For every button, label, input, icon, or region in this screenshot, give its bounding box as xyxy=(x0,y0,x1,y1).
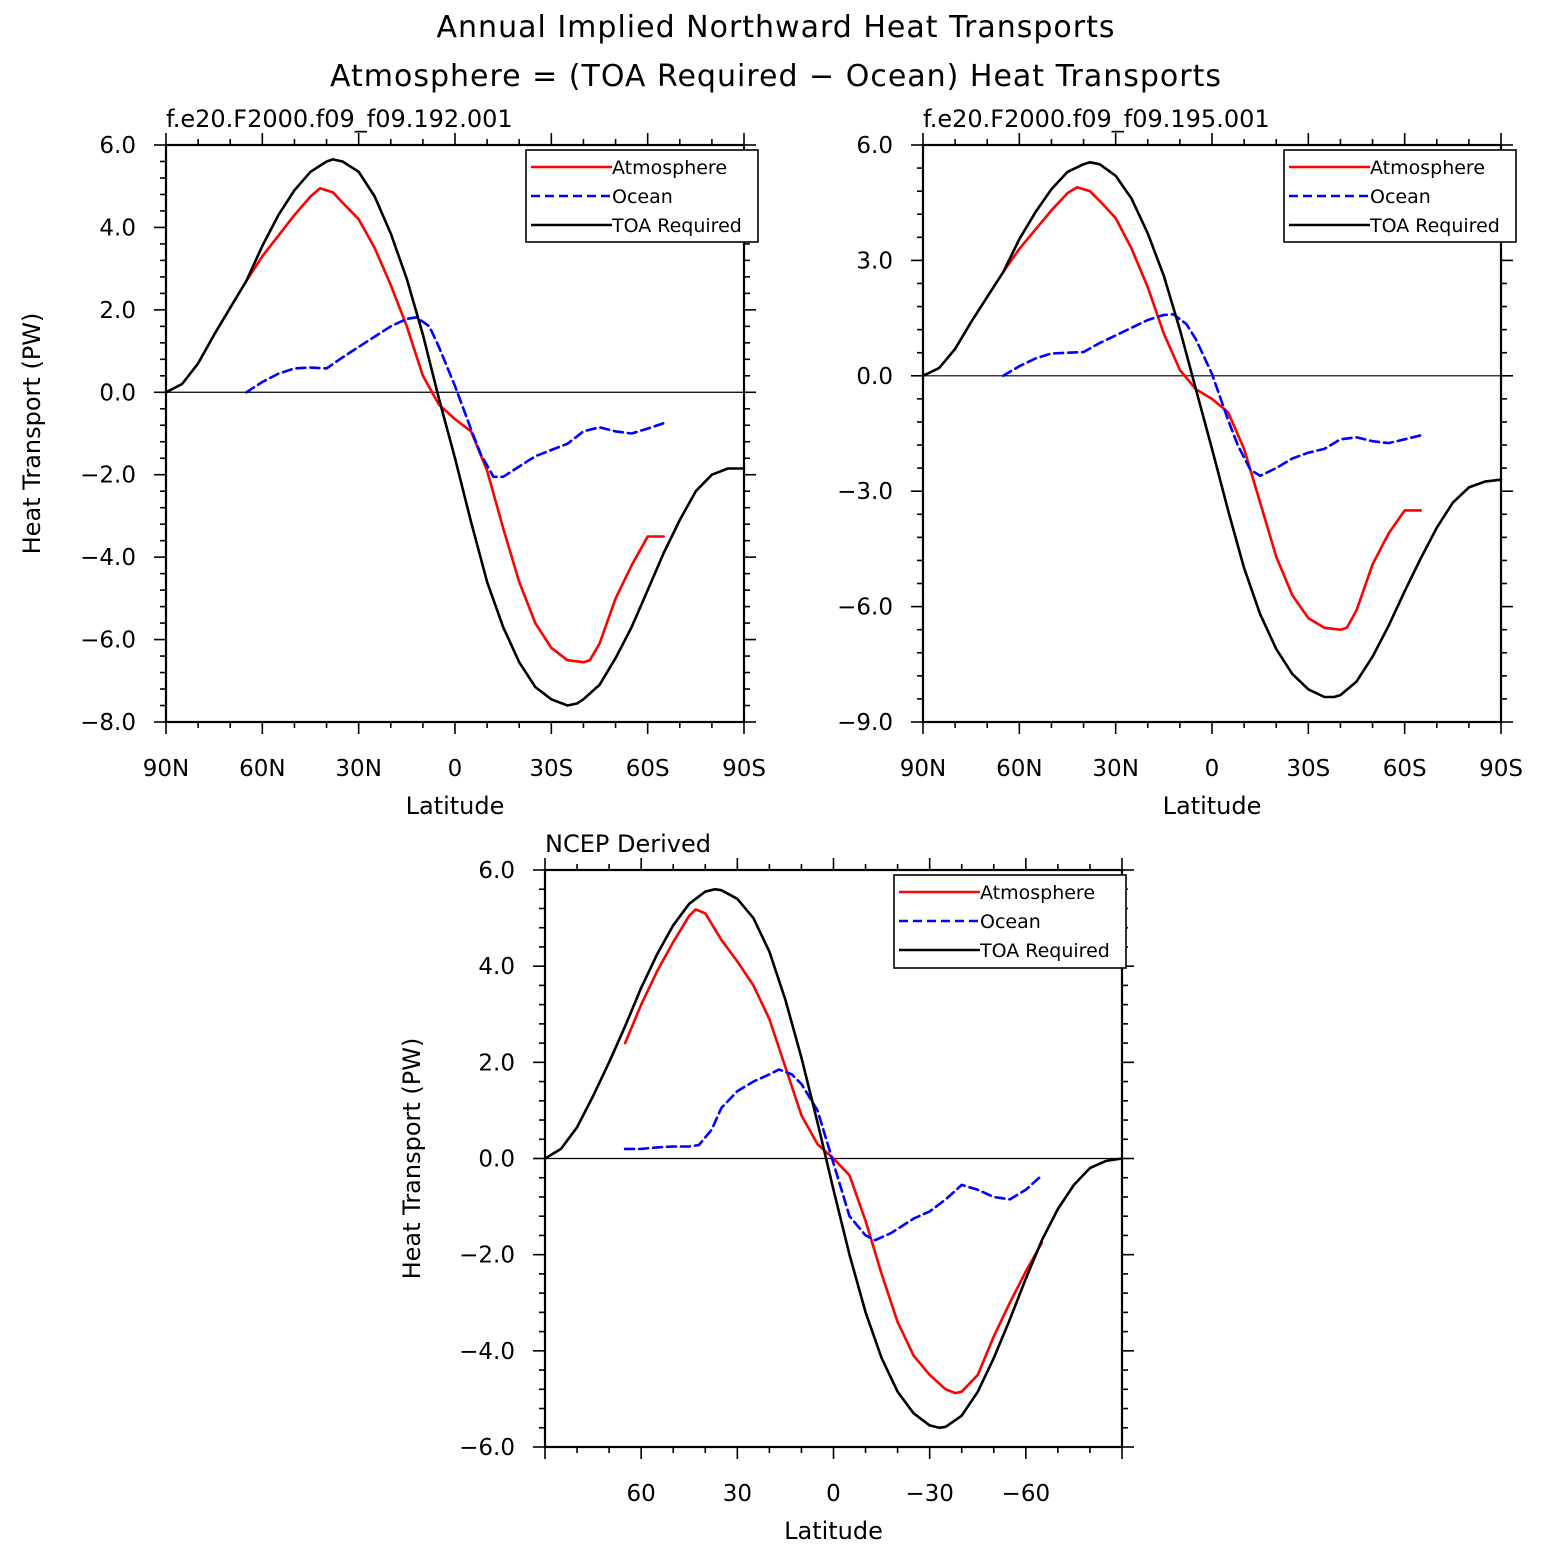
series-group xyxy=(543,887,1124,1430)
y-tick-label: −8.0 xyxy=(80,710,136,736)
panel-title: NCEP Derived xyxy=(545,830,711,858)
x-tick-label: 90N xyxy=(143,756,189,782)
x-tick-label: 30 xyxy=(723,1481,752,1507)
legend-label-toa: TOA Required xyxy=(979,940,1110,962)
y-tick-label: 2.0 xyxy=(99,298,136,324)
x-tick-label: 60N xyxy=(239,756,285,782)
panels-group: f.e20.F2000.f09_f09.192.001 6.0 4.0 2.0 0.0 −… xyxy=(18,105,1523,1545)
x-tick-label: −60 xyxy=(1002,1481,1051,1507)
series-line-ocean xyxy=(623,1068,1044,1242)
legend-label-ocean: Ocean xyxy=(1370,186,1431,208)
ticks-group xyxy=(533,858,1134,1459)
x-tick-label: 60 xyxy=(627,1481,656,1507)
legend-label-atmosphere: Atmosphere xyxy=(980,882,1095,904)
y-tick-label: 0.0 xyxy=(99,380,136,406)
series-line-ocean xyxy=(245,315,666,479)
y-tick-label: −6.0 xyxy=(837,595,893,621)
legend: Atmosphere Ocean TOA Required xyxy=(1283,149,1517,243)
series-line-atmosphere xyxy=(1001,186,1422,632)
y-tick-label: 2.0 xyxy=(478,1050,515,1076)
chart-panel-1: f.e20.F2000.f09_f09.192.001 6.0 4.0 2.0 0.0 −… xyxy=(18,105,766,820)
series-line-atmosphere xyxy=(245,187,666,664)
x-tick-label: 60S xyxy=(626,756,670,782)
x-tick-label: 90S xyxy=(722,756,766,782)
series-line-toa-required xyxy=(164,158,746,707)
figure-title-line1: Annual Implied Northward Heat Transports xyxy=(437,10,1116,45)
x-tick-label: −30 xyxy=(905,1481,954,1507)
x-tick-label: 30S xyxy=(529,756,573,782)
y-tick-label: −6.0 xyxy=(80,628,136,654)
y-tick-label: −6.0 xyxy=(459,1435,515,1461)
x-tick-label: 90N xyxy=(900,756,946,782)
legend-label-atmosphere: Atmosphere xyxy=(1370,157,1485,179)
y-tick-label: −3.0 xyxy=(837,479,893,505)
x-axis-title: Latitude xyxy=(1163,792,1262,820)
y-tick-label: −4.0 xyxy=(459,1339,515,1365)
figure-title-line2: Atmosphere = (TOA Required − Ocean) Heat… xyxy=(330,59,1222,94)
y-tick-label: −2.0 xyxy=(80,463,136,489)
y-tick-label: 6.0 xyxy=(856,133,893,159)
legend-label-toa: TOA Required xyxy=(611,215,742,237)
y-tick-label: 3.0 xyxy=(856,248,893,274)
y-tick-label: 0.0 xyxy=(856,364,893,390)
y-tick-label: 6.0 xyxy=(478,858,515,884)
legend-label-atmosphere: Atmosphere xyxy=(612,157,727,179)
x-tick-label: 0 xyxy=(1205,756,1220,782)
ticks-group xyxy=(911,133,1513,734)
x-tick-label: 30N xyxy=(1092,756,1138,782)
y-tick-label: −9.0 xyxy=(837,710,893,736)
legend-label-toa: TOA Required xyxy=(1369,215,1500,237)
chart-panel-2: f.e20.F2000.f09_f09.195.001 6.0 3.0 0.0 −3.0… xyxy=(837,105,1523,820)
y-tick-label: 4.0 xyxy=(99,215,136,241)
chart-panel-3: NCEP Derived 6.0 4.0 2.0 0.0 −2.0 −4.0 −6.0 60 30… xyxy=(398,830,1134,1545)
panel-title: f.e20.F2000.f09_f09.195.001 xyxy=(923,105,1270,133)
legend-label-ocean: Ocean xyxy=(612,186,673,208)
series-line-atmosphere xyxy=(623,908,1044,1395)
x-tick-label: 30N xyxy=(335,756,381,782)
legend-label-ocean: Ocean xyxy=(980,911,1041,933)
x-tick-label: 30S xyxy=(1286,756,1330,782)
series-line-toa-required xyxy=(921,161,1503,699)
x-axis-title: Latitude xyxy=(784,1517,883,1545)
legend: Atmosphere Ocean TOA Required xyxy=(525,149,759,243)
legend: Atmosphere Ocean TOA Required xyxy=(893,874,1127,969)
series-group xyxy=(921,161,1503,699)
x-tick-label: 60N xyxy=(996,756,1042,782)
y-axis-title: Heat Transport (PW) xyxy=(18,313,46,555)
y-tick-label: 6.0 xyxy=(99,133,136,159)
series-group xyxy=(164,158,746,707)
y-tick-label: −2.0 xyxy=(459,1243,515,1269)
y-tick-label: −4.0 xyxy=(80,545,136,571)
panel-title: f.e20.F2000.f09_f09.192.001 xyxy=(166,105,513,133)
x-axis-title: Latitude xyxy=(406,792,505,820)
x-tick-label: 90S xyxy=(1479,756,1523,782)
x-tick-label: 60S xyxy=(1383,756,1427,782)
series-line-toa-required xyxy=(543,887,1124,1430)
y-tick-label: 4.0 xyxy=(478,954,515,980)
y-tick-label: 0.0 xyxy=(478,1147,515,1173)
series-line-ocean xyxy=(1001,312,1422,478)
x-tick-label: 0 xyxy=(826,1481,841,1507)
y-axis-title: Heat Transport (PW) xyxy=(398,1038,426,1280)
x-tick-label: 0 xyxy=(448,756,463,782)
